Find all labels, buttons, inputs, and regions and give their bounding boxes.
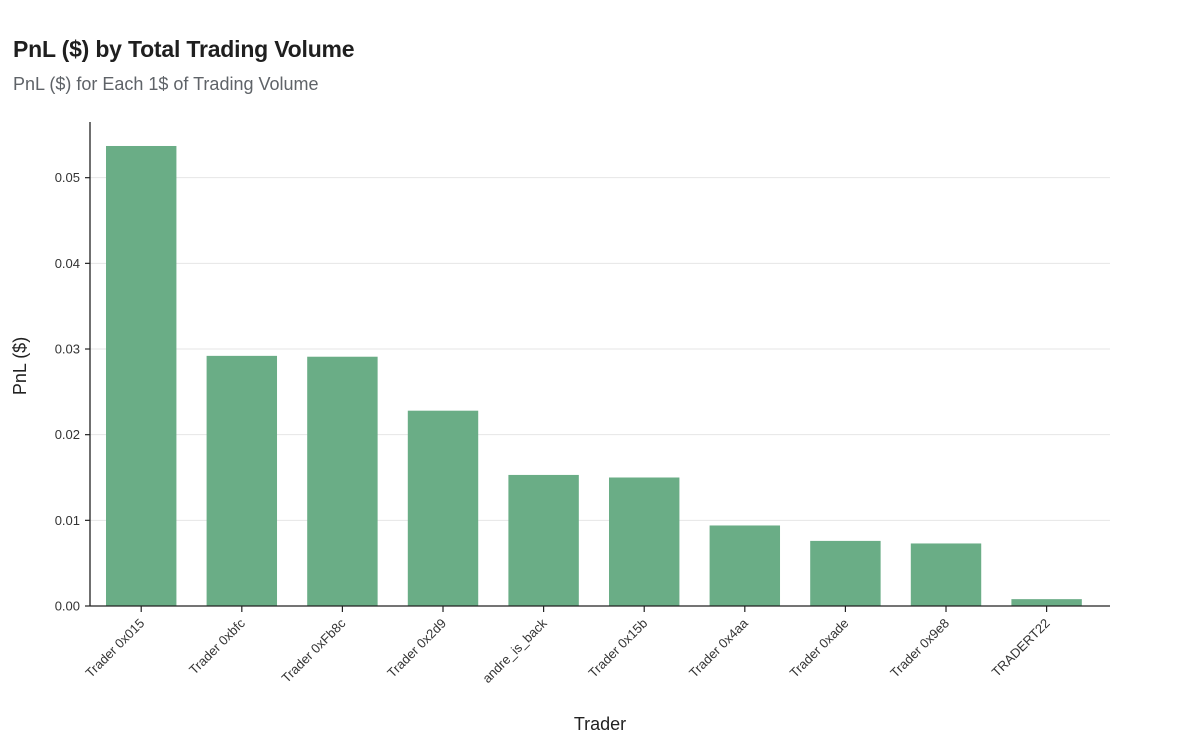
y-tick-label: 0.05 [55,170,80,185]
y-ticks: 0.00 0.01 0.02 0.03 0.04 0.05 [55,170,90,614]
bar [910,543,982,606]
bar [106,145,177,606]
chart-title: PnL ($) by Total Trading Volume [13,36,355,62]
bar [810,540,881,606]
bar [206,355,278,606]
x-tick-label: andre_is_back [479,615,550,686]
x-tick-label: Trader 0xade [787,616,852,681]
x-axis-title: Trader [574,714,626,734]
bar [407,410,479,606]
y-tick-label: 0.03 [55,342,80,357]
bars [106,145,1082,606]
x-tick-label: Trader 0xFb8c [278,615,348,685]
bar [1011,599,1082,606]
chart-subtitle: PnL ($) for Each 1$ of Trading Volume [13,74,319,94]
bar [609,477,680,606]
axes [89,122,1110,607]
y-tick-label: 0.00 [55,599,80,614]
x-tick-label: Trader 0x2d9 [384,616,449,681]
y-tick-label: 0.02 [55,427,80,442]
y-tick-label: 0.04 [55,256,80,271]
x-tick-label: Trader 0x4aa [686,615,751,680]
bar [508,474,579,606]
y-axis-title: PnL ($) [10,337,30,395]
x-tick-label: Trader 0x15b [585,616,650,681]
x-tick-label: Trader 0xbfc [186,615,248,677]
x-tick-label: Trader 0x015 [82,616,147,681]
x-tick-label: TRADERT22 [989,616,1053,680]
bar [307,356,378,606]
x-ticks: Trader 0x015 Trader 0xbfc Trader 0xFb8c Tra… [82,606,1053,686]
y-tick-label: 0.01 [55,513,80,528]
bar [709,525,781,606]
x-tick-label: Trader 0x9e8 [887,616,952,681]
